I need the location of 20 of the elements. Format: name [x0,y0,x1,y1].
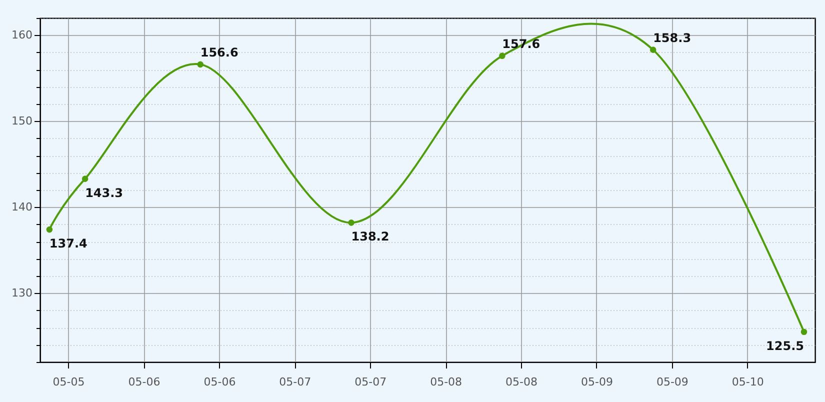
x-tick-label: 05-07 [279,376,312,388]
y-tick-label: 160 [12,28,32,42]
x-tick-label: 05-05 [52,376,85,388]
data-label: 137.4 [49,236,88,251]
data-label: 158.3 [653,30,692,45]
y-tick-label: 130 [12,286,32,300]
x-tick-label: 05-09 [656,376,688,388]
y-tick-label: 150 [12,114,32,128]
data-label: 156.6 [200,45,238,60]
x-tick-label: 05-07 [354,376,387,388]
data-label: 138.2 [351,230,390,244]
y-tick-label: 140 [12,200,32,214]
data-label: 125.5 [766,338,804,353]
x-tick-label: 05-06 [128,376,160,388]
x-tick-label: 05-08 [430,376,462,388]
x-tick-label: 05-08 [506,376,538,388]
x-tick-label: 05-09 [581,376,613,388]
x-tick-label: 05-10 [732,376,764,388]
data-label: 143.3 [85,186,124,200]
x-tick-label: 05-06 [204,376,236,388]
